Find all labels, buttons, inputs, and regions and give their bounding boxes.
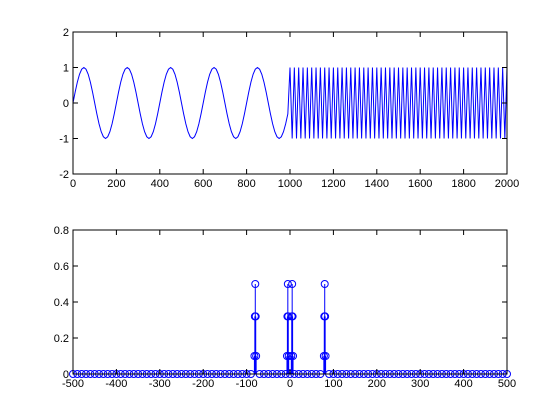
x-tick-label: -500 — [62, 378, 84, 390]
x-tick-label: 500 — [498, 378, 516, 390]
x-tick-label: 300 — [411, 378, 429, 390]
stem-marker — [289, 352, 298, 360]
y-tick-label: 2 — [63, 27, 69, 39]
x-tick-label: 600 — [194, 178, 212, 190]
y-tick-label: 0.6 — [54, 261, 69, 273]
x-tick-label: 1800 — [451, 178, 475, 190]
stem-marker — [288, 280, 297, 288]
plot-area — [73, 230, 507, 374]
y-tick-label: 0.8 — [54, 225, 69, 237]
x-tick-label: 1200 — [321, 178, 345, 190]
x-tick-label: 400 — [151, 178, 169, 190]
x-tick-label: 200 — [368, 378, 386, 390]
y-tick-label: 0.2 — [54, 333, 69, 345]
stem-marker — [252, 352, 261, 360]
y-tick-label: 1 — [63, 63, 69, 75]
stem-marker — [288, 312, 297, 321]
stem-marker — [251, 312, 260, 321]
line — [72, 66, 508, 140]
axes: -500 -400 -300 -200 -100 0 100 200 300 400 500 0 0.2… — [54, 225, 516, 390]
y-tick-label: 0.4 — [54, 297, 69, 309]
x-tick-label: 200 — [107, 178, 125, 190]
stem-marker — [321, 312, 330, 321]
y-tick-label: -1 — [59, 134, 69, 146]
stem-marker — [321, 352, 330, 360]
x-tick-label: 2000 — [495, 178, 519, 190]
y-tick-label: 0 — [63, 369, 69, 381]
x-tick-label: 800 — [237, 178, 255, 190]
stem-marker — [251, 280, 260, 288]
y-tick-label: -2 — [59, 169, 69, 181]
stem-marker — [320, 280, 329, 288]
x-tick-label: -200 — [192, 378, 214, 390]
stem-marker — [283, 280, 292, 288]
x-tick-label: 1600 — [408, 178, 432, 190]
x-tick-label: -400 — [105, 378, 127, 390]
x-tick-label: 100 — [324, 378, 342, 390]
x-tick-label: 400 — [454, 378, 472, 390]
x-tick-label: -100 — [236, 378, 258, 390]
x-tick-label: 1000 — [278, 178, 302, 190]
x-tick-label: 1400 — [365, 178, 389, 190]
axes: 0 200 400 600 800 1000 1200 1400 1600 1800 2000 -2 -… — [59, 27, 519, 190]
x-tick-label: 0 — [70, 178, 76, 190]
x-tick-label: 0 — [287, 378, 293, 390]
x-tick-label: -300 — [149, 378, 171, 390]
y-tick-label: 0 — [63, 98, 69, 110]
